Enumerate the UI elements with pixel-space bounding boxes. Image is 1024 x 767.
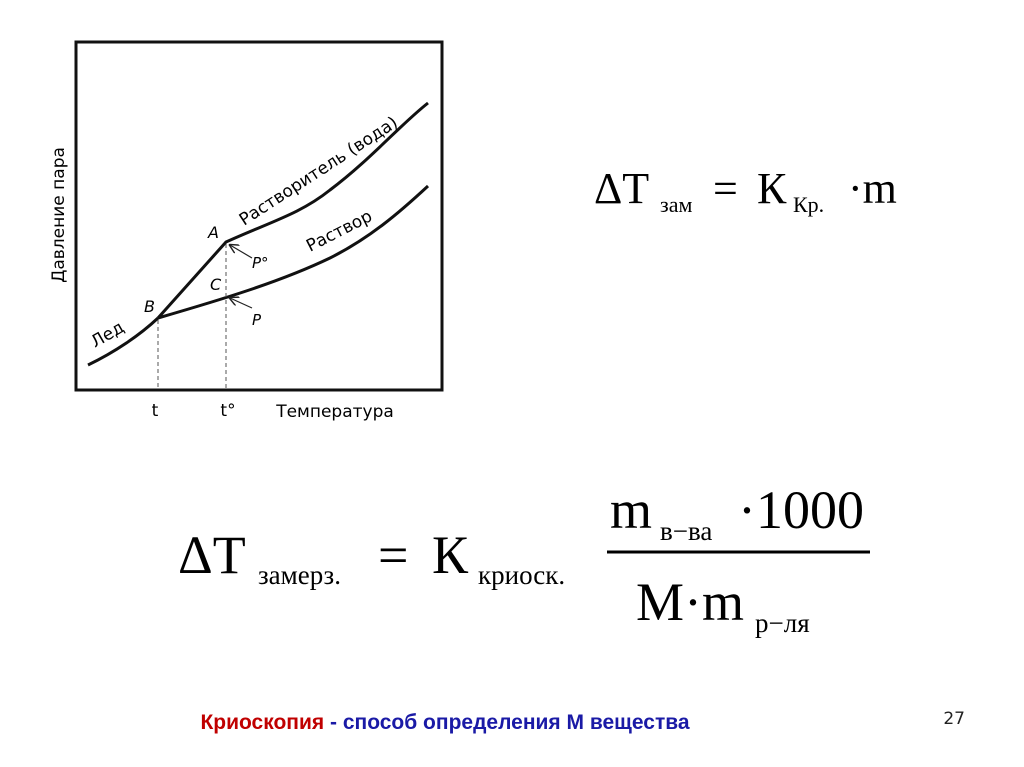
caption-text: способ определения М вещества xyxy=(343,711,690,734)
formula-full: ΔT замерз. = К криоск. m в−ва ·1000 M·m … xyxy=(178,480,870,638)
symbol: ·m xyxy=(848,164,897,213)
caption: Криоскопия - способ определения М вещест… xyxy=(200,711,689,734)
ice-curve xyxy=(87,316,160,367)
solution-curve xyxy=(157,184,430,320)
symbol: m xyxy=(610,480,652,540)
symbol: M·m xyxy=(636,572,744,632)
symbol: ΔT xyxy=(594,164,649,213)
temp-label: t° xyxy=(220,401,235,421)
equals: = xyxy=(713,164,738,213)
equals: = xyxy=(378,525,408,585)
x-axis-label: Температура xyxy=(275,402,394,422)
symbol: ΔT xyxy=(178,525,246,585)
temp-label: t xyxy=(152,401,159,421)
symbol: ·1000 xyxy=(738,480,864,540)
solvent-curve xyxy=(156,101,429,320)
subscript: зам xyxy=(660,192,692,217)
subscript: замерз. xyxy=(258,560,341,590)
diagram-frame xyxy=(74,40,444,392)
point-label: C xyxy=(210,275,222,294)
point-label: B xyxy=(144,297,155,316)
y-axis-label: Давление пара xyxy=(49,147,69,283)
caption-dash: - xyxy=(330,711,337,734)
subscript: р−ля xyxy=(755,608,810,638)
symbol: К xyxy=(757,164,787,213)
symbol: К xyxy=(432,525,469,585)
caption-term: Криоскопия xyxy=(200,711,324,734)
subscript: криоск. xyxy=(478,560,565,590)
arrow-p xyxy=(230,298,253,309)
arrow-p0 xyxy=(230,245,253,259)
pressure-label: P° xyxy=(252,254,269,272)
page-number: 27 xyxy=(943,709,965,729)
subscript: в−ва xyxy=(660,516,712,546)
formula-short: ΔT зам = К Кр. ·m xyxy=(594,164,897,217)
pressure-label: P xyxy=(252,311,262,329)
point-label: A xyxy=(207,223,219,242)
subscript: Кр. xyxy=(793,192,824,217)
